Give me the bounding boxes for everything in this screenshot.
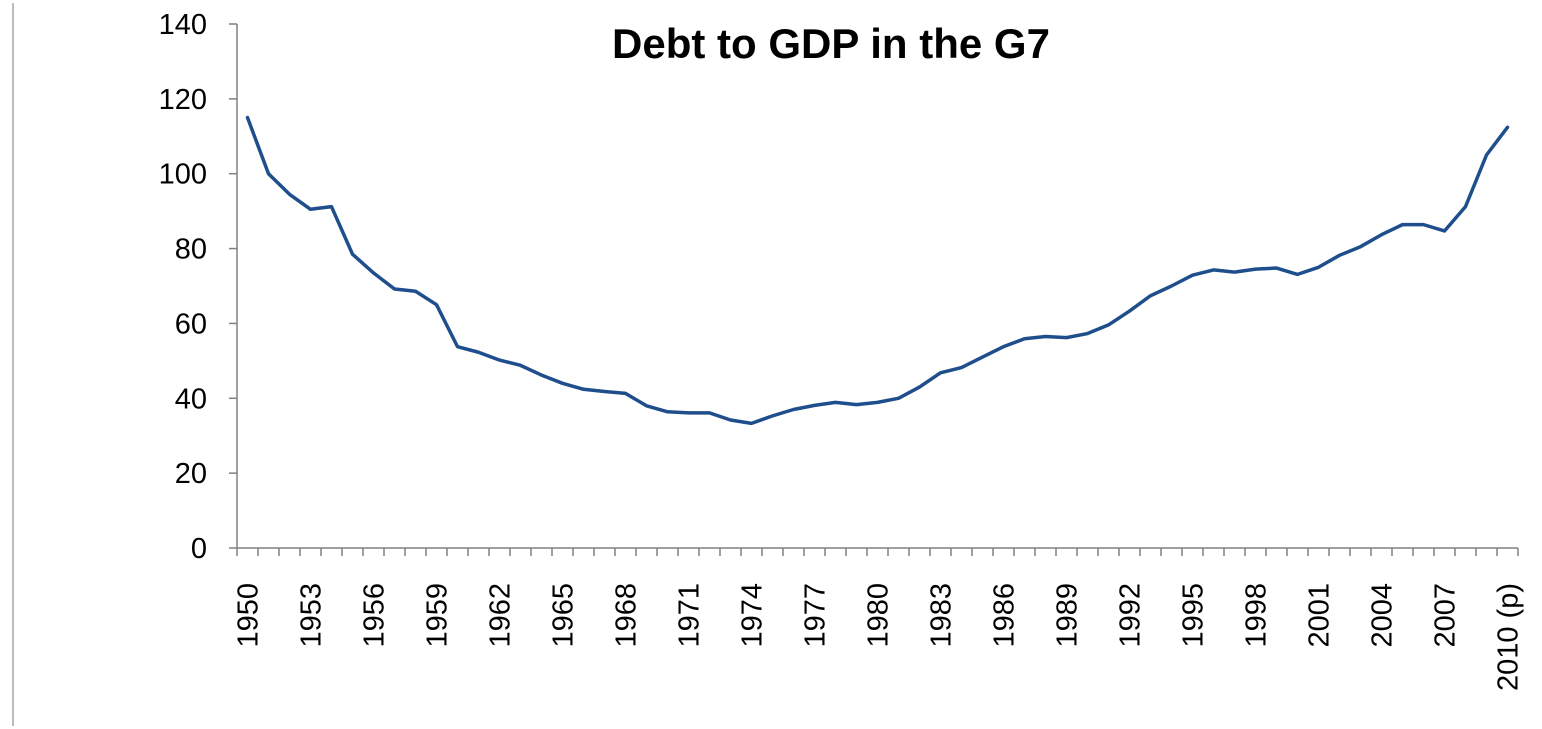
- x-tick-label: 1977: [800, 583, 832, 648]
- x-tick-label: 1953: [296, 583, 328, 648]
- x-tick-label: 2001: [1304, 583, 1336, 648]
- series-layer: [245, 115, 1510, 426]
- x-tick-label: 1956: [359, 583, 391, 648]
- y-tick-label: 20: [175, 458, 207, 490]
- y-tick-label: 40: [175, 383, 207, 415]
- x-tick-label: 1974: [737, 583, 769, 648]
- y-tick-label: 80: [175, 234, 207, 266]
- x-tick-label: 1959: [422, 583, 454, 648]
- chart-title: Debt to GDP in the G7: [612, 20, 1050, 67]
- y-tick-label: 60: [175, 308, 207, 340]
- y-axis: 0 20 40 60 80 100 120 140: [159, 9, 238, 565]
- x-tick-label: 1980: [863, 583, 895, 648]
- x-tick-label: 1989: [1052, 583, 1084, 648]
- x-tick-label: 1971: [674, 583, 706, 648]
- x-tick-label: 1965: [548, 583, 580, 648]
- y-tick-label: 140: [159, 9, 207, 41]
- series-line-0: [245, 115, 1510, 426]
- x-tick-label: 1968: [611, 583, 643, 648]
- x-tick-label: 1986: [989, 583, 1021, 648]
- x-tick-label: 1983: [926, 583, 958, 648]
- y-tick-label: 120: [159, 84, 207, 116]
- y-tick-label: 0: [191, 533, 207, 565]
- y-tick-label: 100: [159, 159, 207, 191]
- x-tick-label: 2004: [1367, 583, 1399, 648]
- x-tick-label: 1950: [233, 583, 265, 648]
- x-tick-label: 1962: [485, 583, 517, 648]
- x-tick-label: 1998: [1241, 583, 1273, 648]
- x-tick-label: 2007: [1430, 583, 1462, 648]
- x-tick-label: 1992: [1115, 583, 1147, 648]
- x-axis: 1950 1953 1956 1959 1962 1965 1968 1971 1974 1977…: [233, 547, 1525, 691]
- x-tick-label: 1995: [1178, 583, 1210, 648]
- x-tick-label: 2010 (p): [1493, 583, 1525, 691]
